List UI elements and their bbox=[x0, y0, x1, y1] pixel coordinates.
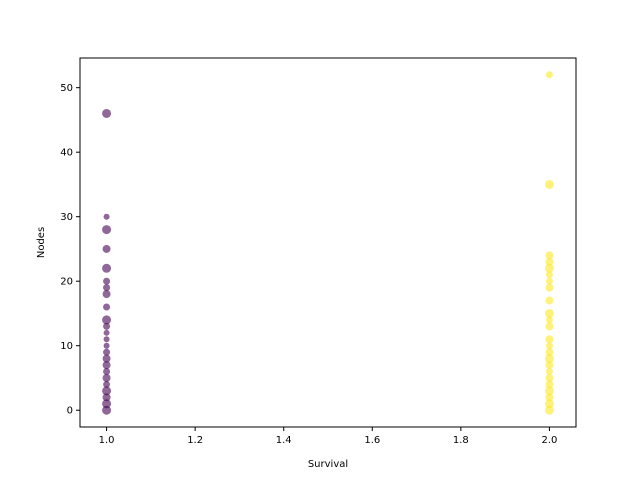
data-point bbox=[545, 277, 553, 285]
x-tick-label: 1.2 bbox=[187, 435, 203, 446]
x-tick-label: 1.0 bbox=[99, 435, 115, 446]
data-point bbox=[102, 225, 112, 235]
x-tick-label: 1.4 bbox=[276, 435, 292, 446]
data-point bbox=[545, 71, 553, 79]
data-point bbox=[545, 296, 554, 305]
data-point bbox=[103, 336, 110, 343]
data-point bbox=[102, 244, 111, 253]
data-point bbox=[102, 405, 112, 415]
data-point bbox=[102, 263, 112, 273]
plot-frame bbox=[79, 57, 577, 428]
x-tick-label: 1.8 bbox=[453, 435, 469, 446]
y-tick-label: 40 bbox=[60, 148, 73, 159]
data-point bbox=[545, 251, 554, 260]
data-point bbox=[545, 348, 554, 357]
data-point bbox=[103, 303, 111, 311]
data-point bbox=[544, 263, 554, 273]
data-point bbox=[103, 284, 111, 292]
data-point bbox=[544, 399, 554, 409]
data-point bbox=[102, 399, 112, 409]
data-point bbox=[102, 373, 111, 382]
y-axis-ticks: 0 10 20 30 40 50 bbox=[60, 83, 80, 417]
data-point bbox=[545, 342, 553, 350]
data-point bbox=[545, 368, 553, 376]
data-point bbox=[545, 393, 554, 402]
data-point bbox=[544, 386, 554, 396]
y-tick-label: 10 bbox=[60, 341, 73, 352]
y-tick-label: 30 bbox=[60, 212, 73, 223]
data-point bbox=[544, 179, 554, 189]
data-point bbox=[102, 393, 111, 402]
data-point bbox=[102, 315, 112, 325]
data-point bbox=[545, 271, 553, 279]
data-point bbox=[545, 335, 554, 344]
points-layer bbox=[102, 71, 554, 415]
y-tick-label: 0 bbox=[67, 406, 73, 417]
data-point bbox=[545, 316, 553, 324]
data-point bbox=[545, 361, 554, 370]
data-point bbox=[544, 354, 554, 364]
data-point bbox=[103, 329, 110, 336]
y-tick-label: 20 bbox=[60, 277, 73, 288]
data-point bbox=[103, 322, 111, 330]
data-point bbox=[103, 213, 110, 220]
data-point bbox=[102, 354, 111, 363]
data-point bbox=[103, 277, 111, 285]
data-point bbox=[103, 342, 110, 349]
data-point bbox=[545, 257, 554, 266]
x-tick-label: 1.6 bbox=[364, 435, 380, 446]
data-point bbox=[102, 290, 111, 299]
data-point bbox=[103, 380, 111, 388]
data-point bbox=[102, 386, 112, 396]
data-point bbox=[102, 108, 112, 118]
data-point bbox=[544, 308, 554, 318]
data-point bbox=[545, 380, 554, 389]
data-point bbox=[103, 348, 111, 356]
data-point bbox=[102, 361, 111, 370]
x-axis-label: Survival bbox=[308, 459, 348, 470]
y-tick-label: 50 bbox=[60, 83, 73, 94]
data-point bbox=[545, 322, 554, 331]
data-point bbox=[544, 405, 554, 415]
y-axis-label: Nodes bbox=[36, 227, 47, 258]
data-point bbox=[545, 373, 554, 382]
data-point bbox=[103, 368, 111, 376]
x-tick-label: 2.0 bbox=[541, 435, 557, 446]
data-point bbox=[545, 283, 554, 292]
x-axis-ticks: 1.0 1.2 1.4 1.6 1.8 2.0 bbox=[99, 427, 557, 446]
